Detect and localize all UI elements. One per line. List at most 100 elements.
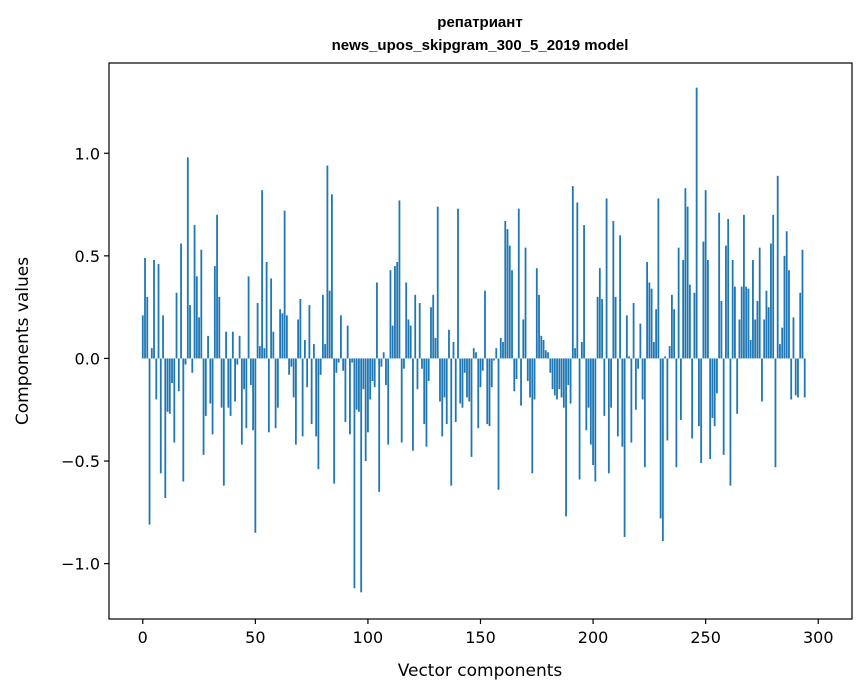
bar	[213, 266, 216, 359]
bar	[493, 358, 495, 361]
bar	[556, 358, 558, 400]
bar	[788, 270, 790, 359]
bar	[315, 358, 318, 437]
bar	[704, 190, 707, 359]
bar	[326, 165, 329, 359]
bar	[409, 325, 412, 359]
bar	[565, 358, 567, 517]
bar	[479, 358, 482, 388]
bar	[292, 358, 295, 398]
bar	[423, 358, 426, 425]
bar	[475, 352, 477, 359]
bar	[378, 358, 381, 492]
bar	[285, 315, 288, 359]
bar	[193, 225, 196, 359]
bar	[407, 319, 410, 359]
bar	[452, 342, 455, 359]
bar	[454, 358, 457, 423]
bar	[267, 358, 270, 433]
bar	[628, 356, 630, 359]
bar	[698, 358, 700, 427]
bar	[403, 358, 405, 369]
bar	[517, 208, 520, 359]
x-axis-label: Vector components	[398, 661, 563, 681]
bar	[585, 358, 588, 431]
bar	[391, 325, 394, 359]
bar	[567, 358, 570, 386]
bar	[551, 358, 554, 390]
bar	[630, 358, 633, 443]
bar	[709, 358, 712, 459]
bar	[632, 303, 635, 359]
bar	[175, 292, 178, 359]
bar	[164, 358, 167, 498]
bar	[173, 358, 176, 443]
bar	[736, 358, 739, 414]
bar	[587, 358, 590, 408]
bar	[535, 268, 538, 359]
bar	[240, 358, 243, 445]
bar	[146, 296, 149, 359]
bar	[317, 358, 320, 470]
bar	[504, 220, 507, 359]
bar	[641, 358, 644, 400]
bar	[794, 358, 797, 396]
bar	[421, 358, 423, 369]
bar	[376, 282, 378, 359]
bar	[499, 337, 502, 359]
bar	[346, 325, 349, 359]
bar	[254, 358, 257, 533]
bar	[792, 317, 795, 359]
bar	[655, 309, 658, 359]
y-axis-label: Components values	[13, 257, 33, 425]
bar	[603, 358, 606, 416]
bar	[531, 358, 534, 474]
bar	[754, 319, 757, 359]
bar	[198, 317, 200, 359]
bar	[488, 358, 491, 427]
y-tick-label: 1.0	[75, 144, 100, 163]
bar	[385, 358, 387, 386]
bar	[506, 229, 509, 359]
bar	[540, 335, 543, 359]
bar	[157, 264, 160, 359]
bar	[144, 257, 146, 359]
bar	[288, 358, 291, 375]
bar	[308, 305, 311, 359]
bar	[625, 315, 628, 359]
bar	[321, 294, 324, 359]
bar	[700, 358, 703, 464]
bar	[481, 358, 484, 371]
bar	[542, 339, 545, 359]
bar	[601, 298, 603, 359]
bar	[716, 358, 718, 394]
chart-subtitle: news_upos_skipgram_300_5_2019 model	[332, 37, 629, 54]
bar	[731, 259, 734, 359]
bar	[436, 206, 439, 359]
bar	[637, 358, 640, 369]
bar	[168, 358, 171, 414]
y-tick-label: −1.0	[61, 555, 100, 574]
bar	[677, 247, 680, 359]
bar	[171, 358, 173, 384]
bar	[396, 262, 399, 359]
bar	[547, 352, 549, 359]
x-tick-label: 250	[690, 628, 721, 647]
x-tick-label: 50	[245, 628, 265, 647]
bar	[225, 331, 227, 359]
bar	[484, 290, 486, 359]
bar	[560, 358, 563, 398]
bar	[281, 313, 284, 359]
x-tick-label: 150	[465, 628, 496, 647]
bar	[571, 186, 574, 359]
bar	[430, 307, 432, 359]
bar	[526, 358, 529, 382]
bar	[204, 358, 207, 416]
bar	[711, 358, 714, 418]
bar	[553, 358, 556, 396]
y-tick-label: 0.5	[75, 247, 100, 266]
bar	[258, 346, 261, 359]
bar	[583, 225, 585, 359]
bar	[434, 337, 437, 359]
bar	[432, 294, 435, 359]
